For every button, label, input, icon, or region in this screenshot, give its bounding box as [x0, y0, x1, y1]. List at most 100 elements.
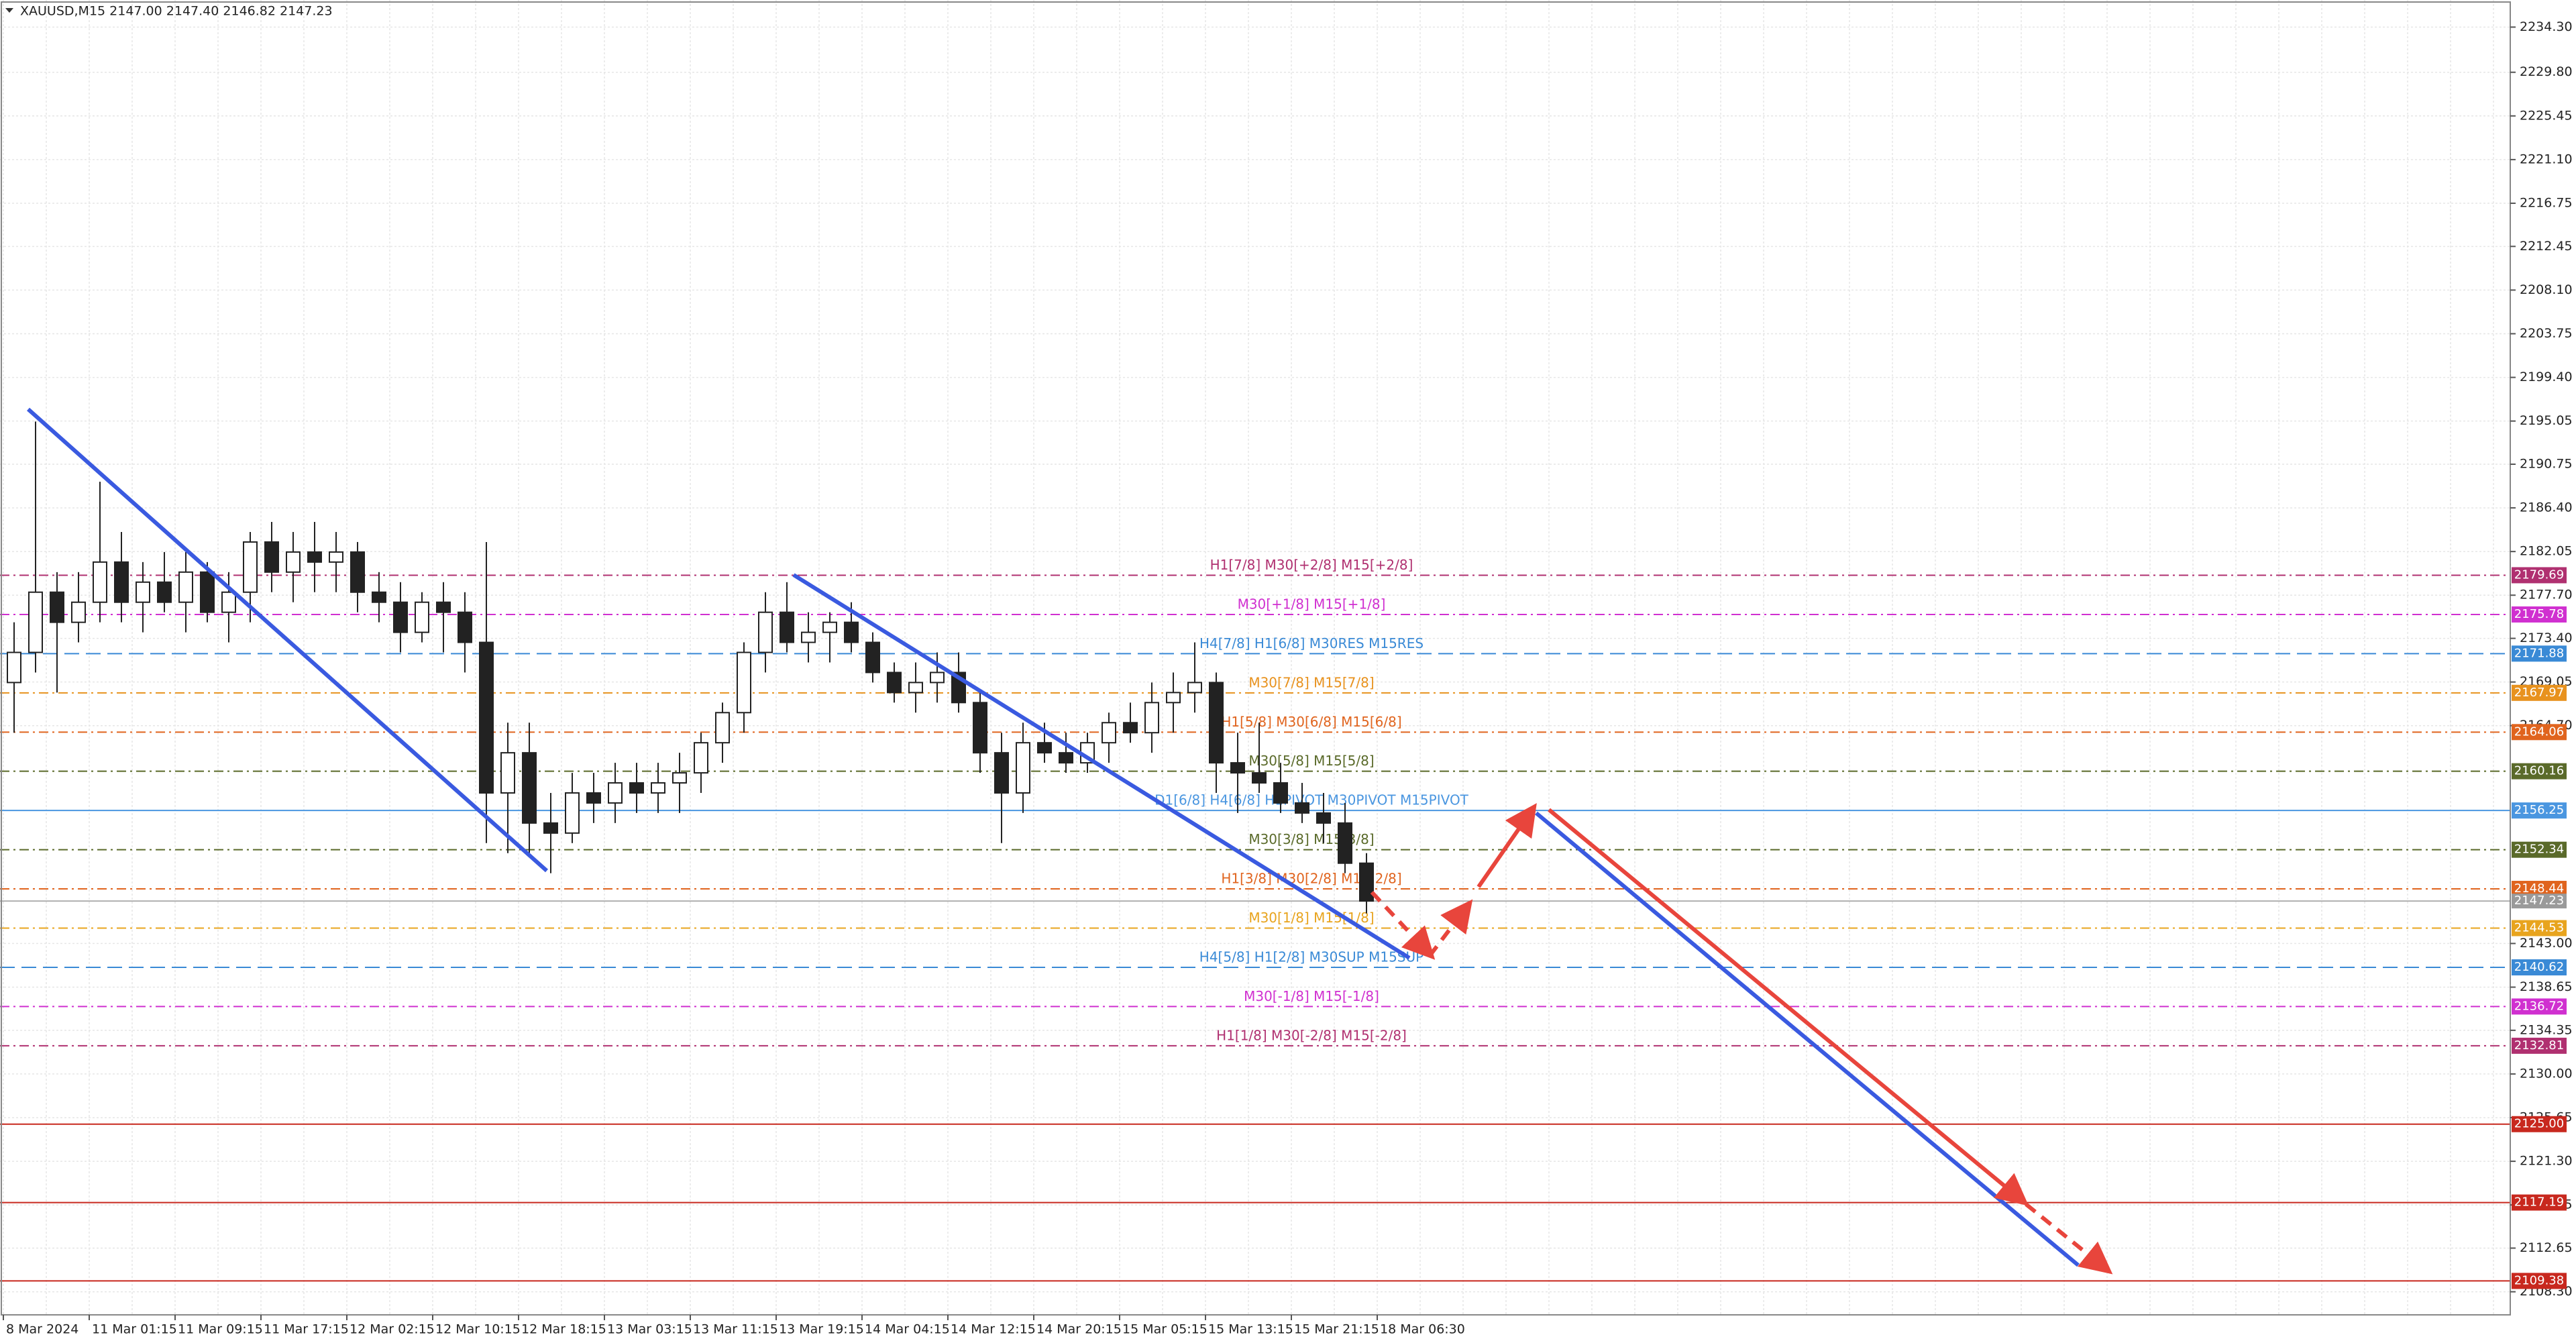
level-price-label: 2132.81	[2514, 1038, 2564, 1053]
level-price-box	[2512, 606, 2567, 623]
candle-body	[136, 581, 150, 603]
candle-body	[243, 541, 258, 593]
candle-body	[1230, 762, 1245, 774]
level-price-label: 2175.78	[2514, 607, 2564, 621]
level-price-label: 2171.88	[2514, 646, 2564, 660]
level-price-box	[2512, 724, 2567, 741]
plot-frame	[1, 1, 2511, 1316]
x-tick-label: 15 Mar 21:15	[1294, 1322, 1379, 1337]
level-text: M30[5/8] M15[5/8]	[1248, 753, 1374, 769]
candle-body	[436, 601, 451, 613]
candle-body	[221, 591, 236, 613]
candle-body	[930, 672, 945, 684]
level-text: H4[5/8] H1[2/8] M30SUP M15SUP	[1199, 949, 1424, 965]
levels: H1[7/8] M30[+2/8] M15[+2/8] M30[+1/8] M15…	[0, 557, 2510, 1282]
level-text: H1[7/8] M30[+2/8] M15[+2/8]	[1210, 557, 1413, 573]
candle-body	[1316, 812, 1331, 824]
candle-body	[608, 782, 623, 804]
candle-body	[178, 571, 193, 603]
candle-body	[7, 651, 21, 684]
candle-body	[1102, 722, 1116, 744]
y-tick-label: 2138.65	[2520, 979, 2573, 994]
level-text: M30[7/8] M15[7/8]	[1248, 674, 1374, 690]
y-tick-label: 2112.65	[2520, 1240, 2573, 1255]
x-tick-label: 12 Mar 18:15	[521, 1322, 606, 1337]
level-price-label: 2144.53	[2514, 921, 2564, 935]
candle-body	[1123, 722, 1138, 734]
y-tick-label: 2225.45	[2520, 108, 2573, 123]
candle-body	[1252, 772, 1267, 784]
candle-body	[865, 641, 880, 674]
candle-body	[1295, 802, 1309, 814]
level-text: M30[3/8] M15[3/8]	[1248, 831, 1374, 847]
level-price-box	[2512, 567, 2567, 584]
level-price-label: 2140.62	[2514, 960, 2564, 974]
level-price-box	[2512, 841, 2567, 858]
x-tick-label: 12 Mar 10:15	[435, 1322, 521, 1337]
level-text: H4[7/8] H1[6/8] M30RES M15RES	[1199, 635, 1424, 651]
candle-body	[500, 752, 515, 794]
y-tick-label: 2216.75	[2520, 195, 2573, 210]
y-tick-label: 2130.00	[2520, 1066, 2573, 1081]
trend-line	[792, 573, 1411, 960]
y-tick-label: 2190.75	[2520, 456, 2573, 471]
level-price-box	[2512, 1037, 2567, 1054]
menu-arrow	[5, 8, 13, 13]
projection-arrow	[2025, 1202, 2113, 1275]
candle-body	[415, 601, 429, 633]
level-price-label: 2117.19	[2514, 1195, 2564, 1210]
level-price-label: 2160.16	[2514, 764, 2564, 778]
y-tick-label: 2182.05	[2520, 544, 2573, 559]
candle-body	[264, 541, 279, 573]
x-tick-label: 14 Mar 20:15	[1036, 1322, 1122, 1337]
candle-body	[200, 571, 215, 613]
x-tick-label: 15 Mar 13:15	[1208, 1322, 1293, 1337]
level-price-box	[2512, 1273, 2567, 1289]
candle-body	[651, 782, 665, 794]
candle-body	[329, 551, 343, 563]
x-tick-label: 13 Mar 19:15	[779, 1322, 864, 1337]
trend-line	[1535, 811, 2080, 1267]
candle-body	[307, 551, 322, 563]
y-tick-label: 2234.30	[2520, 19, 2573, 34]
candle-body	[1359, 862, 1374, 902]
candle-body	[50, 591, 64, 623]
candle-body	[715, 712, 730, 744]
candle-body	[114, 561, 129, 603]
projection-arrow	[1477, 803, 1537, 888]
trend-line	[27, 407, 548, 873]
candle-body	[522, 752, 537, 824]
candle-body	[157, 581, 172, 603]
x-tick-label: 11 Mar 17:15	[264, 1322, 349, 1337]
level-price-label: 2136.72	[2514, 999, 2564, 1013]
level-text: M30[-1/8] M15[-1/8]	[1244, 988, 1379, 1004]
candle-body	[887, 672, 902, 694]
level-price-label: 2179.69	[2514, 568, 2564, 582]
candle-body	[1144, 702, 1159, 734]
candle-body	[758, 611, 773, 653]
candle-body	[822, 621, 837, 633]
level-price-box	[2512, 645, 2567, 662]
candle-body	[908, 682, 923, 694]
candle-body	[1338, 822, 1352, 864]
candle-body	[565, 792, 580, 834]
level-price-box	[2512, 802, 2567, 819]
level-price-box	[2512, 763, 2567, 780]
level-price-label: 2109.38	[2514, 1273, 2564, 1287]
x-tick-label: 11 Mar 09:15	[178, 1322, 263, 1337]
drawings	[27, 407, 2113, 1275]
x-tick-label: 14 Mar 04:15	[865, 1322, 950, 1337]
candle-body	[1187, 682, 1202, 694]
x-tick-label: 14 Mar 12:15	[951, 1322, 1036, 1337]
candle-body	[586, 792, 601, 804]
candle-body	[1209, 682, 1224, 764]
level-text: M30[+1/8] M15[+1/8]	[1238, 596, 1386, 612]
level-price-label: 2152.34	[2514, 843, 2564, 857]
candle-body	[737, 651, 751, 714]
candle-body	[93, 561, 107, 603]
candle-body	[393, 601, 408, 633]
chart-title: XAUUSD,M15 2147.00 2147.40 2146.82 2147.…	[20, 4, 333, 19]
